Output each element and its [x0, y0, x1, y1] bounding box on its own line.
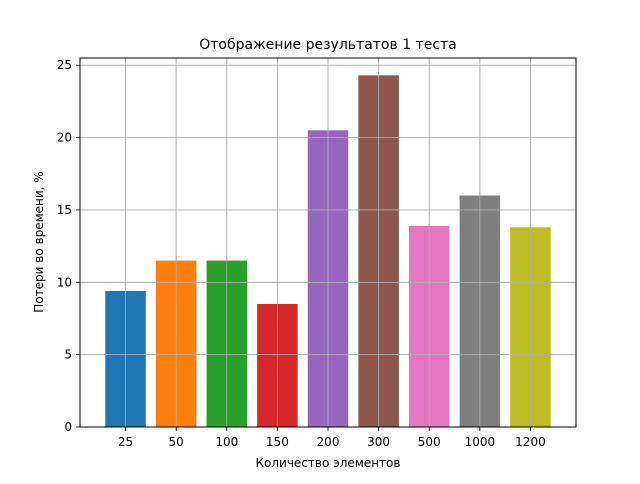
y-tick-label: 20: [57, 131, 72, 145]
x-tick-label: 1000: [465, 435, 496, 449]
y-axis-label: Потери во времени, %: [32, 171, 46, 312]
x-tick-label: 25: [118, 435, 133, 449]
x-tick-label: 150: [266, 435, 289, 449]
y-tick-label: 0: [64, 420, 72, 434]
y-tick-label: 5: [64, 348, 72, 362]
y-tick-label: 10: [57, 275, 72, 289]
x-tick-label: 100: [215, 435, 238, 449]
x-tick-label: 1200: [515, 435, 546, 449]
y-tick-label: 15: [57, 203, 72, 217]
y-tick-label: 25: [57, 58, 72, 72]
chart-title: Отображение результатов 1 теста: [199, 37, 457, 53]
x-tick-label: 500: [418, 435, 441, 449]
x-tick-label: 50: [169, 435, 184, 449]
axis-ticks: 0 5 10 15 20 25 25 50 100 150 200 300 500 1000 1200: [57, 58, 546, 449]
x-tick-label: 300: [367, 435, 390, 449]
grid-lines-overlay: [80, 58, 576, 428]
x-axis-label: Количество элементов: [256, 456, 401, 470]
x-tick-label: 200: [317, 435, 340, 449]
